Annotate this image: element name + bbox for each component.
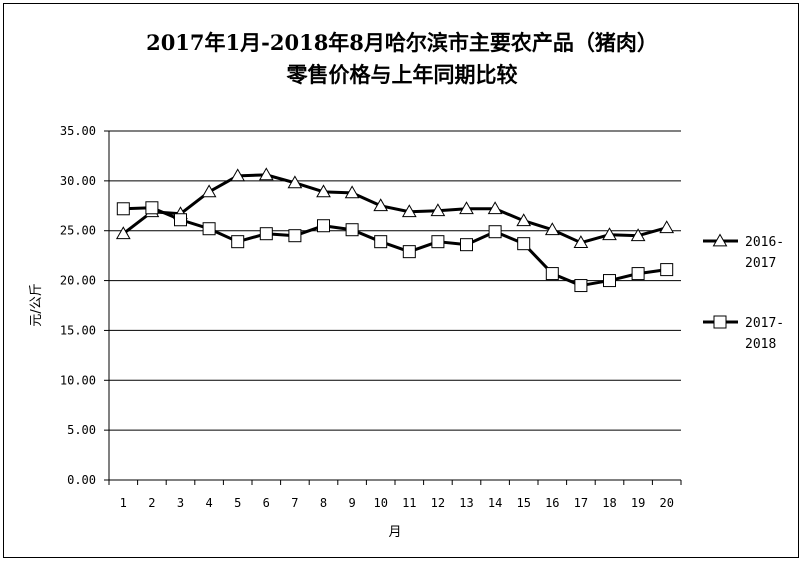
y-tick-label: 5.00 bbox=[67, 423, 96, 437]
square-point bbox=[231, 235, 245, 249]
legend-label-2-line1: 2017- bbox=[745, 316, 784, 331]
legend-label-1-line2: 2017 bbox=[745, 256, 776, 271]
y-tick-label: 15.00 bbox=[60, 323, 96, 337]
legend-marker-2 bbox=[713, 315, 727, 329]
square-point bbox=[631, 267, 645, 281]
triangle-point bbox=[344, 185, 360, 199]
square-point bbox=[460, 238, 473, 252]
x-tick-label: 15 bbox=[516, 496, 530, 510]
square-point bbox=[288, 229, 302, 243]
triangle-point bbox=[258, 167, 274, 181]
x-tick-label: 3 bbox=[177, 496, 184, 510]
x-tick-label: 9 bbox=[348, 496, 355, 510]
x-tick-label: 8 bbox=[320, 496, 327, 510]
square-point bbox=[545, 267, 559, 281]
triangle-point bbox=[401, 204, 417, 218]
x-tick-label: 2 bbox=[148, 496, 155, 510]
x-tick-label: 13 bbox=[459, 496, 473, 510]
square-point bbox=[345, 223, 359, 237]
series-line-1 bbox=[122, 173, 668, 245]
square-point bbox=[317, 219, 330, 233]
square-point bbox=[174, 213, 187, 227]
triangle-point bbox=[316, 184, 331, 198]
square-point bbox=[603, 274, 616, 288]
x-tick-label: 19 bbox=[631, 496, 645, 510]
triangle-point bbox=[459, 201, 474, 215]
legend-label-2-line2: 2018 bbox=[745, 337, 776, 352]
triangle-point bbox=[602, 227, 617, 241]
x-tick-label: 20 bbox=[659, 496, 673, 510]
square-point bbox=[402, 245, 416, 259]
square-point bbox=[660, 263, 674, 277]
x-tick-label: 6 bbox=[263, 496, 270, 510]
triangle-point bbox=[487, 201, 503, 215]
x-tick-label: 1 bbox=[120, 496, 127, 510]
x-tick-label: 12 bbox=[431, 496, 445, 510]
square-point bbox=[431, 235, 445, 249]
x-axis-label: 月 bbox=[388, 525, 401, 540]
square-point bbox=[574, 279, 588, 293]
triangle-point bbox=[201, 184, 217, 198]
x-tick-label: 7 bbox=[291, 496, 298, 510]
y-tick-label: 30.00 bbox=[60, 174, 96, 188]
triangle-point bbox=[373, 198, 389, 212]
triangle-point bbox=[573, 235, 589, 249]
triangle-point bbox=[516, 213, 532, 227]
y-axis-label: 元/公斤 bbox=[29, 283, 44, 326]
legend-label-1-line1: 2016- bbox=[745, 235, 784, 250]
x-tick-label: 16 bbox=[545, 496, 559, 510]
triangle-point bbox=[287, 175, 303, 189]
square-point bbox=[488, 225, 502, 239]
square-point bbox=[259, 227, 273, 241]
x-tick-label: 5 bbox=[234, 496, 241, 510]
x-tick-label: 11 bbox=[402, 496, 416, 510]
y-tick-label: 25.00 bbox=[60, 224, 96, 238]
legend-marker-1 bbox=[712, 233, 728, 247]
x-tick-label: 4 bbox=[205, 496, 212, 510]
chart-title-line2: 零售价格与上年同期比较 bbox=[286, 62, 518, 87]
y-tick-label: 35.00 bbox=[60, 124, 96, 138]
y-tick-label: 0.00 bbox=[67, 473, 96, 487]
triangle-point bbox=[630, 228, 646, 242]
x-tick-label: 18 bbox=[602, 496, 616, 510]
chart-title-line1: 2017年1月-2018年8月哈尔滨市主要农产品（猪肉） bbox=[146, 30, 658, 55]
square-point bbox=[202, 222, 216, 236]
square-point bbox=[374, 235, 388, 249]
x-tick-label: 14 bbox=[488, 496, 502, 510]
triangle-point bbox=[430, 203, 446, 217]
triangle-point bbox=[544, 222, 560, 236]
square-point bbox=[517, 237, 531, 251]
x-tick-label: 17 bbox=[574, 496, 588, 510]
triangle-point bbox=[659, 220, 675, 234]
square-point bbox=[116, 202, 130, 216]
square-point bbox=[145, 201, 159, 215]
x-tick-label: 10 bbox=[373, 496, 387, 510]
y-tick-label: 10.00 bbox=[60, 373, 96, 387]
y-tick-label: 20.00 bbox=[60, 274, 96, 288]
triangle-point bbox=[230, 168, 246, 182]
triangle-point bbox=[115, 226, 131, 240]
